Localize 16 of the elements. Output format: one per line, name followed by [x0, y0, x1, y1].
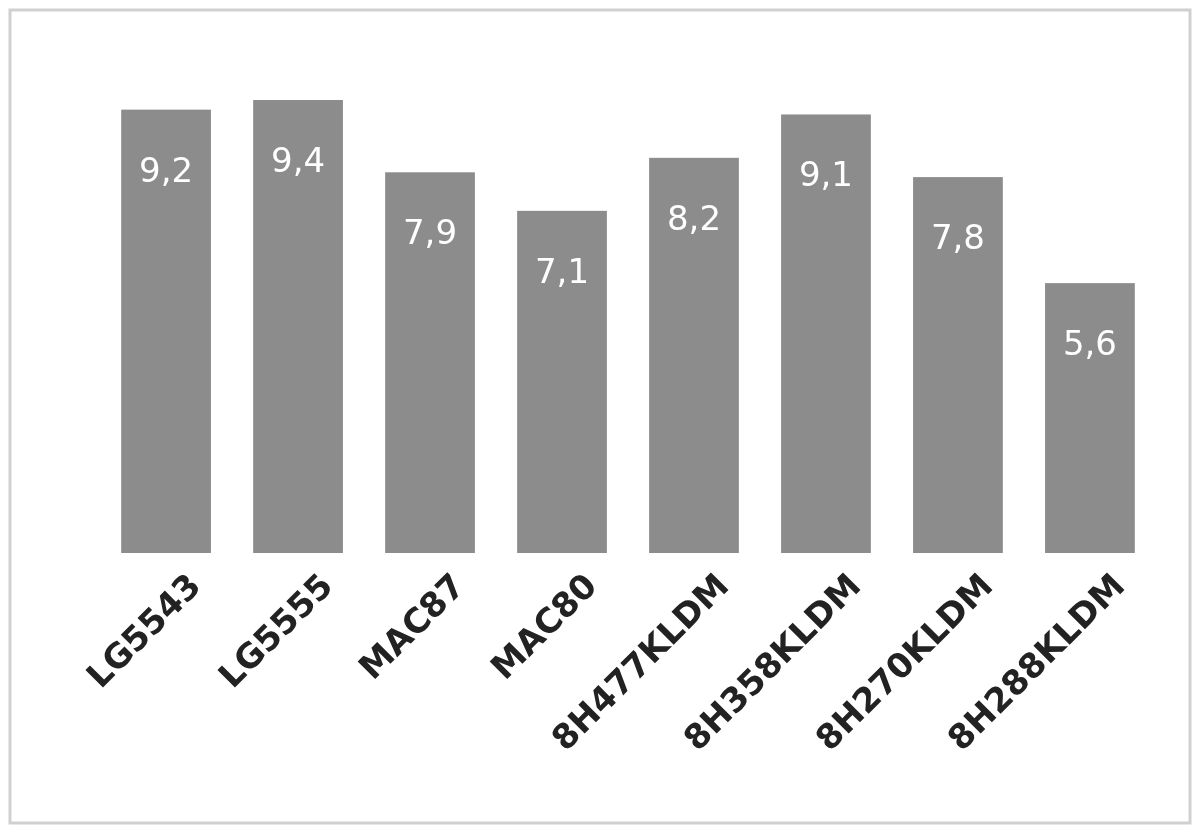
data-label: 9,2	[139, 149, 194, 190]
bar	[253, 100, 343, 553]
bar	[517, 210, 607, 553]
bar	[913, 177, 1003, 553]
data-label: 9,1	[798, 154, 854, 195]
data-label: 9,4	[271, 140, 326, 180]
bar	[121, 109, 211, 553]
data-label: 7,9	[402, 212, 458, 253]
bar	[1045, 283, 1135, 553]
bar	[781, 114, 871, 553]
data-label: 5,6	[1062, 323, 1117, 364]
data-label: 8,2	[666, 197, 722, 238]
bar	[385, 172, 475, 553]
data-label: 7,8	[930, 217, 985, 258]
data-label: 7,1	[534, 250, 590, 291]
bar	[649, 157, 739, 553]
